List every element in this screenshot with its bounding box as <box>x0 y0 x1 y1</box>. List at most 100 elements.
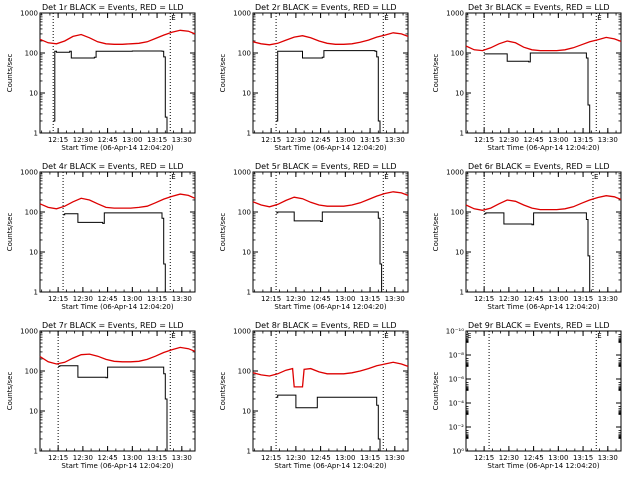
plot-frame <box>465 330 622 452</box>
event-marker-label: E <box>384 14 388 22</box>
x-tick-label: 13:30 <box>172 454 192 462</box>
x-tick-label: 13:15 <box>147 454 167 462</box>
events-series-line <box>58 365 168 451</box>
lld-series-line <box>252 32 409 46</box>
y-tick-label: 100 <box>25 209 38 217</box>
lld-series-line <box>252 191 409 208</box>
x-axis-label: Start Time (06-Apr-14 12:04:20) <box>487 144 599 152</box>
x-axis-label: Start Time (06-Apr-14 12:04:20) <box>487 303 599 311</box>
x-tick-label: 13:00 <box>335 136 355 144</box>
x-tick-label: 13:00 <box>122 454 142 462</box>
y-axis-label: Counts/sec <box>219 372 227 411</box>
x-tick-label: 13:30 <box>385 136 405 144</box>
x-tick-label: 12:15 <box>48 454 68 462</box>
events-series-line <box>276 211 383 292</box>
x-tick-label: 13:15 <box>147 295 167 303</box>
x-tick-label: 12:45 <box>311 136 331 144</box>
event-marker-label: E <box>384 332 388 340</box>
event-marker-label: E <box>171 14 175 22</box>
event-marker-label: E <box>384 173 388 181</box>
y-tick-label: 100 <box>25 50 38 58</box>
x-tick-label: 13:30 <box>172 136 192 144</box>
panel-title: Det 9r BLACK = Events, RED = LLD <box>468 321 610 330</box>
y-tick-label: 10 <box>242 90 251 98</box>
x-tick-label: 12:15 <box>261 295 281 303</box>
x-tick-label: 12:15 <box>48 136 68 144</box>
x-tick-label: 12:30 <box>73 295 93 303</box>
y-axis-label: Counts/sec <box>6 54 14 93</box>
events-series-line <box>276 50 381 133</box>
event-marker-label: E <box>467 332 471 340</box>
x-tick-label: 13:15 <box>360 454 380 462</box>
y-axis-label: Counts/sec <box>219 54 227 93</box>
plot-frame <box>465 12 622 134</box>
x-axis-label: Start Time (06-Apr-14 12:04:20) <box>274 144 386 152</box>
events-series-line <box>53 50 168 133</box>
detector-panel-7: Det 7r BLACK = Events, RED = LLD 1 10 100 10… <box>6 321 196 470</box>
y-tick-label: 1 <box>460 289 464 297</box>
y-tick-label: 1000 <box>20 169 38 177</box>
y-tick-label: 1 <box>34 289 38 297</box>
y-tick-label: 10 <box>242 249 251 257</box>
x-axis-label: Start Time (06-Apr-14 12:04:20) <box>274 303 386 311</box>
y-tick-label: 1 <box>247 130 251 138</box>
panel-title: Det 2r BLACK = Events, RED = LLD <box>255 3 397 12</box>
detector-panel-6: Det 6r BLACK = Events, RED = LLD 1 10 100 10… <box>432 162 622 311</box>
y-tick-label: 1000 <box>446 10 464 18</box>
y-tick-label: 100 <box>238 50 251 58</box>
x-tick-label: 13:00 <box>335 454 355 462</box>
lld-series-line <box>252 361 409 388</box>
y-axis-label: Counts/sec <box>6 213 14 252</box>
y-tick-label: 100 <box>451 209 464 217</box>
event-marker-label: E <box>171 332 175 340</box>
x-tick-label: 12:45 <box>524 454 544 462</box>
x-tick-label: 12:15 <box>474 295 494 303</box>
event-marker-label: E <box>597 14 601 22</box>
detector-panel-8: Det 8r BLACK = Events, RED = LLD 1 10 100 10… <box>219 321 409 470</box>
x-tick-label: 12:15 <box>474 454 494 462</box>
x-tick-label: 12:15 <box>48 295 68 303</box>
panel-title: Det 4r BLACK = Events, RED = LLD <box>42 162 184 171</box>
x-tick-label: 13:00 <box>548 295 568 303</box>
x-tick-label: 13:00 <box>548 136 568 144</box>
x-tick-label: 13:00 <box>122 136 142 144</box>
panel-title: Det 7r BLACK = Events, RED = LLD <box>42 321 184 330</box>
y-axis-label: Counts/sec <box>432 213 440 252</box>
detector-panel-4: Det 4r BLACK = Events, RED = LLD 1 10 100 10… <box>6 162 196 311</box>
y-axis-label: Counts/sec <box>6 372 14 411</box>
y-tick-label: 1000 <box>233 328 251 336</box>
y-tick-label: 1000 <box>20 10 38 18</box>
events-series-line <box>484 212 591 292</box>
y-tick-label: 1 <box>247 289 251 297</box>
x-tick-label: 13:30 <box>598 295 618 303</box>
y-tick-label: 1000 <box>233 10 251 18</box>
x-tick-label: 12:30 <box>73 136 93 144</box>
plot-frame <box>39 12 196 134</box>
y-tick-label: 1 <box>34 130 38 138</box>
y-tick-label: 1000 <box>446 169 464 177</box>
x-tick-label: 12:30 <box>286 454 306 462</box>
y-tick-label: 100 <box>451 50 464 58</box>
y-tick-label: 1000 <box>20 328 38 336</box>
x-tick-label: 13:00 <box>548 454 568 462</box>
y-tick-label: 10⁰ <box>452 448 464 456</box>
x-tick-label: 12:30 <box>499 295 519 303</box>
detector-panel-9: Det 9r BLACK = Events, RED = LLD 10⁰ 10⁻² 1… <box>432 321 622 470</box>
y-tick-label: 10⁻⁴ <box>449 400 465 408</box>
y-tick-label: 10 <box>242 408 251 416</box>
y-tick-label: 10 <box>29 90 38 98</box>
plot-frame <box>465 171 622 293</box>
detector-panel-1: Det 1r BLACK = Events, RED = LLD 1 10 100 10… <box>6 3 196 152</box>
x-tick-label: 12:45 <box>98 295 118 303</box>
x-tick-label: 13:00 <box>122 295 142 303</box>
y-tick-label: 10⁻² <box>449 424 465 432</box>
x-tick-label: 13:15 <box>573 136 593 144</box>
y-tick-label: 10⁻⁸ <box>449 352 465 360</box>
plot-frame <box>39 330 196 452</box>
event-marker-label: E <box>597 332 601 340</box>
x-tick-label: 13:30 <box>385 454 405 462</box>
events-series-line <box>484 52 591 133</box>
x-axis-label: Start Time (06-Apr-14 12:04:20) <box>487 462 599 470</box>
x-tick-label: 12:45 <box>524 295 544 303</box>
events-series-line <box>63 212 166 292</box>
